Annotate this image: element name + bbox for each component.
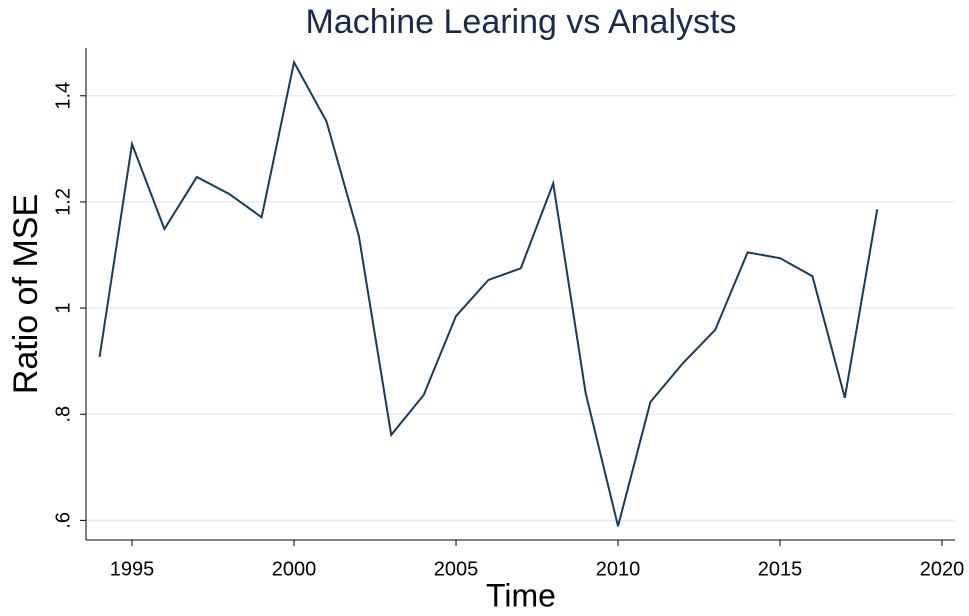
y-tick-label: 1.2 <box>52 188 74 216</box>
y-tick-label: 1 <box>52 303 74 314</box>
y-axis-label: Ratio of MSE <box>7 194 45 394</box>
y-tick-label: .8 <box>52 406 74 423</box>
y-tick-label: 1.4 <box>52 82 74 110</box>
x-axis-label: Time <box>486 577 556 613</box>
chart-title: Machine Learing vs Analysts <box>306 3 737 41</box>
x-tick-label: 2015 <box>758 558 803 580</box>
y-tick-label: .6 <box>52 512 74 529</box>
x-tick-label: 2020 <box>920 558 965 580</box>
x-tick-label: 2010 <box>596 558 641 580</box>
x-tick-label: 2005 <box>434 558 479 580</box>
x-tick-label: 1995 <box>110 558 155 580</box>
line <box>98 59 879 527</box>
x-tick-label: 2000 <box>272 558 317 580</box>
